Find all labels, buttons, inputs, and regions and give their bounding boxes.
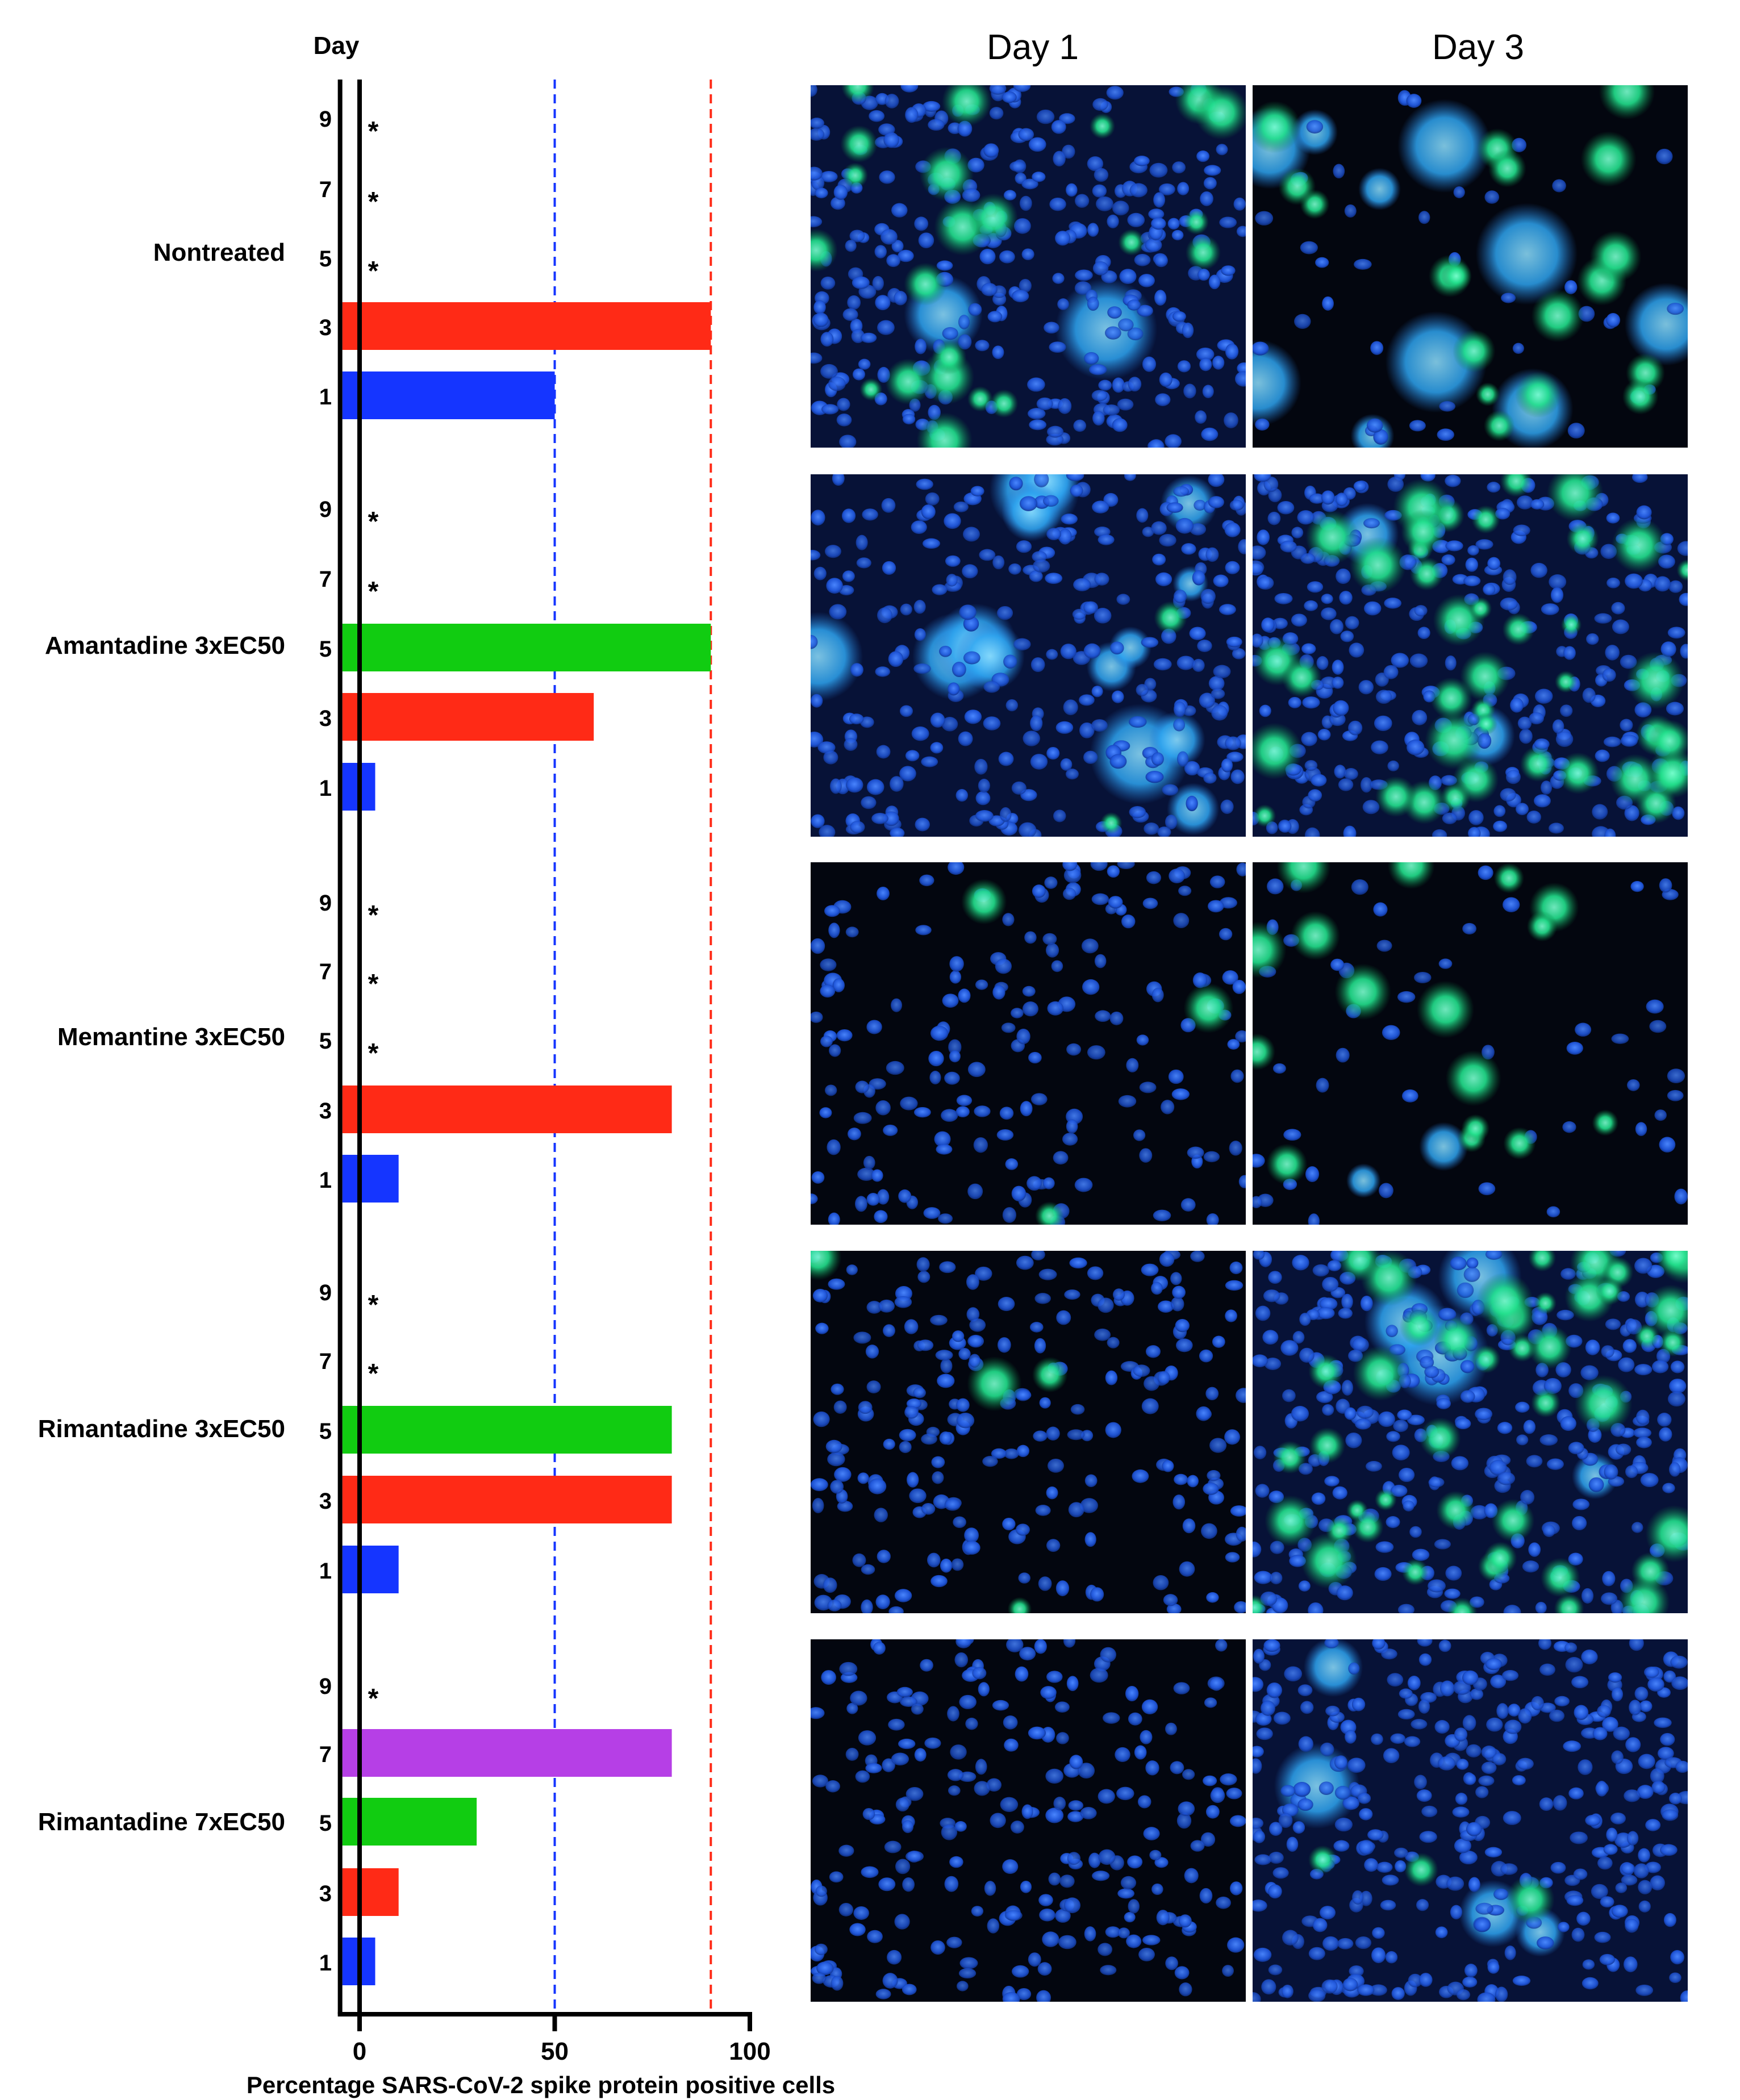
bar-chart: Day 0 50 100 Nontreated Amantadine 3xEC50 Me… [38, 32, 835, 2098]
micrograph-day1 [811, 474, 1246, 837]
bar-1-day5 [342, 624, 711, 671]
day-label: 7 [319, 1742, 332, 1767]
day-label: 3 [319, 315, 332, 340]
micrograph-day3 [1253, 85, 1688, 448]
asterisk-marker: * [368, 1290, 379, 1320]
group-label: Memantine 3xEC50 [57, 1023, 285, 1051]
bar-2-day1 [342, 1155, 399, 1203]
bar-3-day1 [342, 1546, 399, 1593]
day-labels: 1 3 5 7 9 1 3 5 7 9 1 3 5 7 9 1 3 5 7 9 1 3 5 7 9 [319, 107, 332, 1976]
bars [342, 302, 711, 1985]
asterisk-marker: * [368, 187, 379, 217]
x-ticks: 0 50 100 [353, 2014, 771, 2065]
column-title-day3: Day 3 [1432, 28, 1524, 67]
asterisk-marker: * [368, 900, 379, 930]
bar-3-day3 [342, 1476, 672, 1523]
day-label: 7 [319, 959, 332, 984]
day-label: 9 [319, 891, 332, 916]
day-label: 7 [319, 1349, 332, 1374]
column-title-day1: Day 1 [987, 28, 1079, 67]
group-label: Rimantadine 3xEC50 [38, 1415, 285, 1443]
bar-4-day5 [342, 1798, 477, 1846]
y-axis-title: Day [314, 32, 360, 60]
reference-lines [553, 80, 712, 2014]
micrograph-panel: Day 1 Day 3 [811, 28, 1688, 2002]
micrograph-day1 [811, 1639, 1246, 2002]
day-label: 5 [319, 1811, 332, 1836]
day-label: 5 [319, 1029, 332, 1054]
bar-1-day3 [342, 693, 594, 741]
group-label: Rimantadine 7xEC50 [38, 1808, 285, 1836]
micrograph-day3 [1253, 1639, 1688, 2002]
day-label: 3 [319, 1881, 332, 1906]
asterisk-marker: * [368, 969, 379, 999]
bar-4-day7 [342, 1729, 672, 1777]
asterisk-marker: * [368, 507, 379, 537]
micrograph-day3 [1253, 1251, 1688, 1613]
bar-3-day5 [342, 1406, 672, 1454]
day-label: 5 [319, 247, 332, 272]
micrograph-day1 [811, 1251, 1246, 1613]
day-label: 9 [319, 497, 332, 522]
x-tick-label: 50 [541, 2038, 569, 2065]
asterisk-marker: * [368, 256, 379, 286]
micrograph-day3 [1253, 474, 1688, 837]
day-label: 9 [319, 1674, 332, 1699]
micrograph-day1 [811, 85, 1246, 448]
asterisk-marker: * [368, 1684, 379, 1714]
day-label: 5 [319, 1419, 332, 1444]
bar-2-day3 [342, 1086, 672, 1133]
x-tick-label: 0 [353, 2038, 366, 2065]
x-axis-title: Percentage SARS-CoV-2 spike protein posi… [247, 2072, 835, 2098]
micrograph-day3 [1253, 862, 1688, 1225]
bar-0-day1 [342, 371, 555, 419]
day-label: 3 [319, 1099, 332, 1124]
day-label: 1 [319, 776, 332, 801]
group-label: Nontreated [153, 239, 285, 266]
group-labels: Nontreated Amantadine 3xEC50 Memantine 3xE… [38, 239, 285, 1836]
day-label: 3 [319, 706, 332, 731]
day-label: 7 [319, 567, 332, 592]
bar-0-day3 [342, 302, 711, 350]
x-tick-label: 100 [729, 2038, 770, 2065]
day-label: 1 [319, 1559, 332, 1584]
day-label: 9 [319, 107, 332, 132]
day-label: 5 [319, 637, 332, 662]
asterisk-marker: * [368, 1038, 379, 1068]
day-label: 3 [319, 1489, 332, 1514]
asterisks: * * * * * * * * * * * [368, 116, 379, 1714]
day-label: 1 [319, 1168, 332, 1193]
micrograph-day1 [811, 862, 1246, 1225]
asterisk-marker: * [368, 116, 379, 147]
day-label: 1 [319, 385, 332, 410]
group-label: Amantadine 3xEC50 [45, 632, 285, 659]
asterisk-marker: * [368, 1359, 379, 1389]
day-label: 7 [319, 177, 332, 202]
bar-4-day3 [342, 1868, 399, 1916]
day-label: 1 [319, 1951, 332, 1976]
asterisk-marker: * [368, 577, 379, 607]
day-label: 9 [319, 1280, 332, 1305]
